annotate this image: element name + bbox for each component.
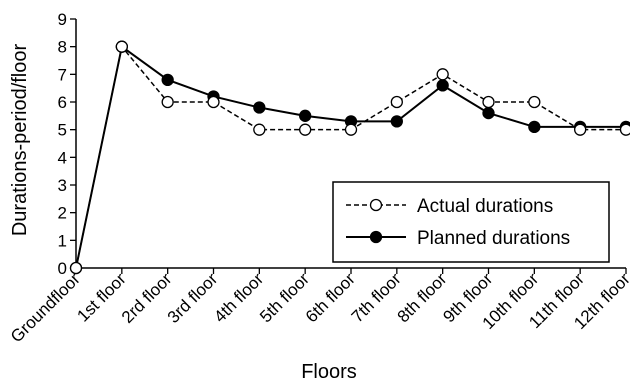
- data-point-actual: [528, 95, 541, 109]
- data-point-actual: [344, 123, 358, 136]
- y-tick-label: 5: [58, 121, 67, 140]
- data-point-planned: [161, 73, 174, 87]
- y-axis-title: Durations-period/floor: [9, 44, 31, 237]
- data-point-actual: [69, 261, 83, 275]
- y-tick-label: 6: [58, 93, 67, 112]
- data-point-actual: [161, 95, 174, 109]
- legend: Actual durations Planned durations: [332, 181, 610, 263]
- data-point-actual: [390, 95, 403, 109]
- data-point-planned: [299, 109, 312, 122]
- x-tick-label: 5th floor: [256, 269, 313, 326]
- y-tick-label: 0: [58, 259, 67, 278]
- y-tick-label: 8: [58, 38, 67, 57]
- data-point-planned: [528, 120, 541, 134]
- y-axis-ticks: 0 1 2 3 4 5 6 7 8 9: [58, 10, 76, 278]
- y-tick-label: 1: [58, 231, 67, 250]
- legend-planned-marker: [369, 230, 383, 244]
- x-tick-label: 7th floor: [348, 269, 405, 326]
- y-tick-label: 3: [58, 176, 67, 195]
- x-tick-label: 6th floor: [302, 269, 359, 326]
- series-layer: [69, 40, 630, 275]
- y-tick-label: 4: [58, 148, 67, 167]
- x-tick-label: Groundfloor: [7, 269, 84, 346]
- data-point-planned: [436, 79, 449, 92]
- legend-box: [332, 181, 610, 263]
- data-point-actual: [619, 123, 630, 136]
- x-tick-label: 3rd floor: [164, 269, 222, 327]
- legend-actual-label: Actual durations: [417, 196, 553, 217]
- y-tick-label: 2: [58, 204, 67, 223]
- x-tick-label: 2rd floor: [118, 269, 176, 327]
- x-tick-label: 4th floor: [210, 269, 267, 326]
- data-point-planned: [482, 106, 495, 120]
- data-point-actual: [115, 40, 128, 53]
- data-point-actual: [253, 123, 266, 136]
- data-point-actual: [436, 68, 449, 81]
- data-point-planned: [253, 101, 266, 114]
- x-axis-title: Floors: [301, 361, 357, 383]
- data-point-actual: [574, 123, 587, 136]
- data-point-planned: [390, 115, 403, 128]
- legend-planned-label: Planned durations: [417, 228, 570, 249]
- y-tick-label: 7: [58, 65, 67, 84]
- y-tick-label: 9: [58, 10, 67, 29]
- legend-actual-marker: [369, 198, 383, 212]
- data-point-actual: [299, 123, 312, 136]
- data-point-actual: [207, 95, 220, 109]
- data-point-actual: [482, 95, 495, 109]
- x-tick-label: 8th floor: [394, 269, 451, 326]
